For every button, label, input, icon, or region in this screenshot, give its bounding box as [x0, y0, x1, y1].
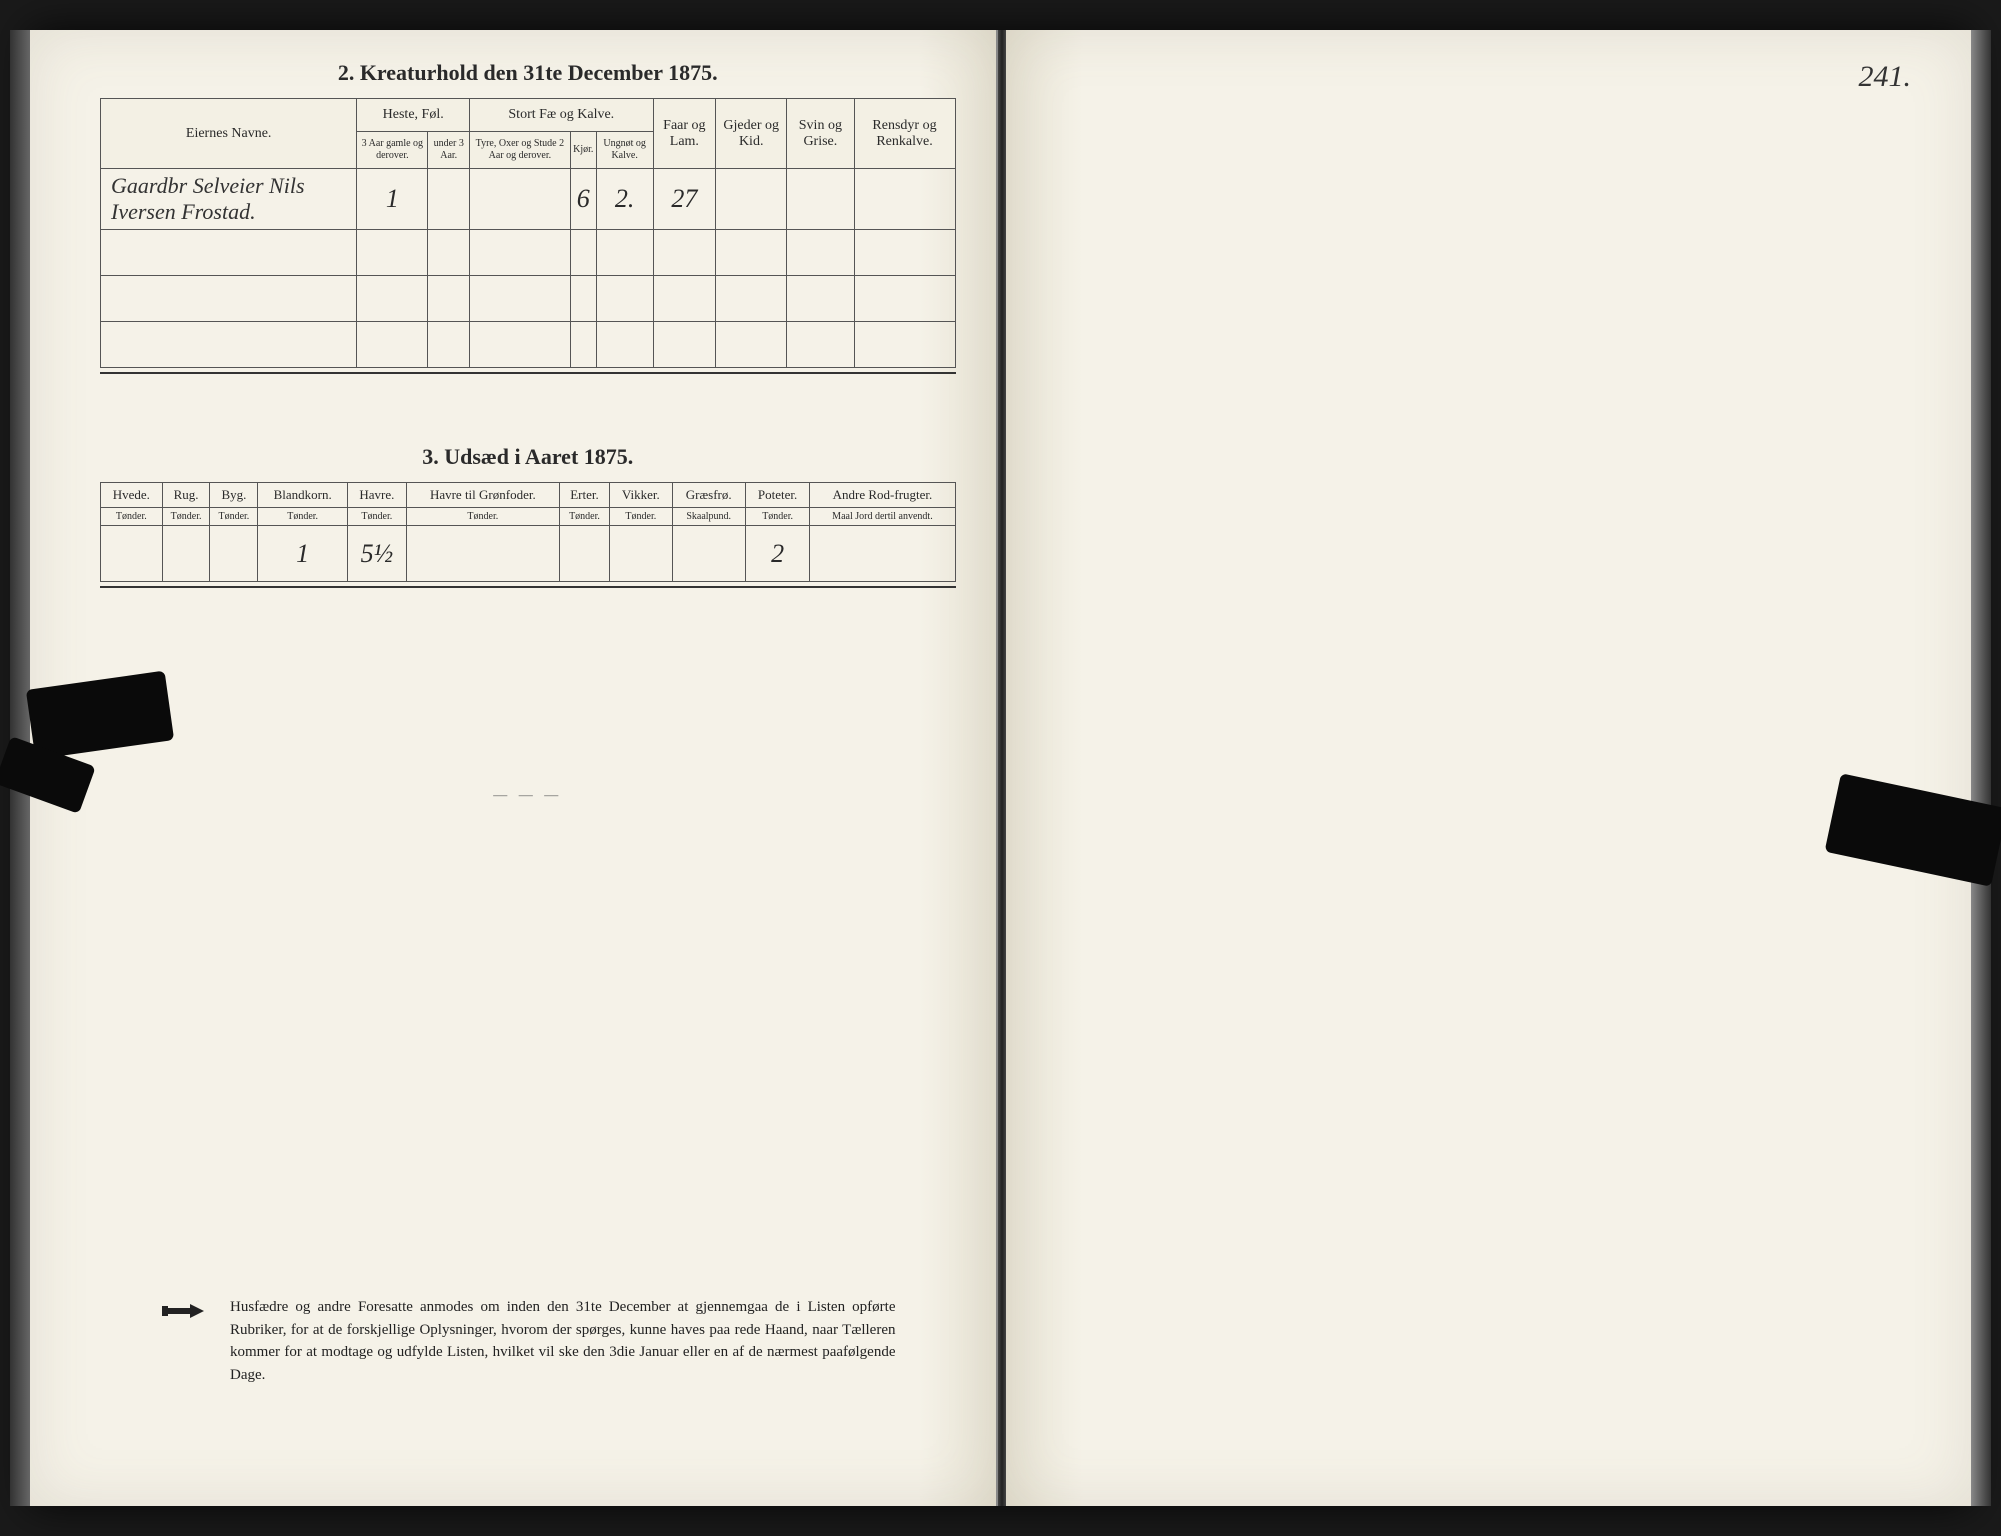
- unit: Tønder.: [101, 508, 163, 526]
- cell: 5½: [347, 526, 406, 582]
- page-edge: [1971, 30, 1991, 1506]
- sub-stort2: Kjør.: [570, 132, 596, 169]
- left-page-content: 2. Kreaturhold den 31te December 1875. E…: [30, 30, 996, 844]
- col-heste: Heste, Føl.: [357, 99, 470, 132]
- owner-name: Gaardbr Selveier Nils Iversen Frostad.: [101, 169, 357, 230]
- unit: Tønder.: [210, 508, 258, 526]
- col-rensdyr: Rensdyr og Renkalve.: [854, 99, 955, 169]
- col-rug: Rug.: [162, 483, 210, 508]
- cell: 2: [745, 526, 810, 582]
- section2: 3. Udsæd i Aaret 1875. Hvede. Rug. Byg. …: [100, 444, 956, 588]
- dash-separator: — — —: [100, 788, 956, 804]
- cell: [787, 169, 854, 230]
- cell: [810, 526, 955, 582]
- cell: [101, 526, 163, 582]
- col-stort: Stort Fæ og Kalve.: [470, 99, 654, 132]
- col-gjeder: Gjeder og Kid.: [716, 99, 787, 169]
- col-erter: Erter.: [559, 483, 609, 508]
- table-row: Gaardbr Selveier Nils Iversen Frostad. 1…: [101, 169, 956, 230]
- col-havre: Havre.: [347, 483, 406, 508]
- cell: [162, 526, 210, 582]
- cell: 2.: [596, 169, 653, 230]
- cell: [470, 169, 571, 230]
- right-page: 241.: [1006, 30, 1972, 1506]
- col-andre: Andre Rod-frugter.: [810, 483, 955, 508]
- table-row: 1 5½ 2: [101, 526, 956, 582]
- unit: Tønder.: [745, 508, 810, 526]
- section2-title: 3. Udsæd i Aaret 1875.: [100, 444, 956, 470]
- rule: [100, 372, 956, 374]
- livestock-table: Eiernes Navne. Heste, Føl. Stort Fæ og K…: [100, 98, 956, 368]
- cell: [716, 169, 787, 230]
- rule: [100, 586, 956, 588]
- sub-heste1: 3 Aar gamle og derover.: [357, 132, 428, 169]
- col-graesfro: Græsfrø.: [672, 483, 745, 508]
- cell: [406, 526, 559, 582]
- left-page: 2. Kreaturhold den 31te December 1875. E…: [30, 30, 998, 1506]
- col-faar: Faar og Lam.: [653, 99, 716, 169]
- cell: [210, 526, 258, 582]
- col-havre-gron: Havre til Grønfoder.: [406, 483, 559, 508]
- sub-heste2: under 3 Aar.: [428, 132, 470, 169]
- cell: 1: [357, 169, 428, 230]
- col-name: Eiernes Navne.: [101, 99, 357, 169]
- section1-title: 2. Kreaturhold den 31te December 1875.: [100, 60, 956, 86]
- unit: Tønder.: [162, 508, 210, 526]
- unit: Maal Jord dertil anvendt.: [810, 508, 955, 526]
- col-byg: Byg.: [210, 483, 258, 508]
- cell: 1: [258, 526, 348, 582]
- col-blandkorn: Blandkorn.: [258, 483, 348, 508]
- sub-stort3: Ungnøt og Kalve.: [596, 132, 653, 169]
- col-poteter: Poteter.: [745, 483, 810, 508]
- cell: [428, 169, 470, 230]
- unit: Skaalpund.: [672, 508, 745, 526]
- unit: Tønder.: [610, 508, 673, 526]
- col-svin: Svin og Grise.: [787, 99, 854, 169]
- table-row: [101, 230, 956, 276]
- seed-table: Hvede. Rug. Byg. Blandkorn. Havre. Havre…: [100, 482, 956, 582]
- footnote-text: Husfædre og andre Foresatte anmodes om i…: [230, 1296, 896, 1386]
- unit: Tønder.: [406, 508, 559, 526]
- sub-stort1: Tyre, Oxer og Stude 2 Aar og derover.: [470, 132, 571, 169]
- table-row: [101, 276, 956, 322]
- cell: [610, 526, 673, 582]
- col-vikker: Vikker.: [610, 483, 673, 508]
- unit: Tønder.: [347, 508, 406, 526]
- cell: [559, 526, 609, 582]
- cell: 6: [570, 169, 596, 230]
- footnote: Husfædre og andre Foresatte anmodes om i…: [160, 1296, 896, 1386]
- unit: Tønder.: [258, 508, 348, 526]
- unit: Tønder.: [559, 508, 609, 526]
- page-number: 241.: [1859, 60, 1912, 94]
- cell: [672, 526, 745, 582]
- book-spread: 2. Kreaturhold den 31te December 1875. E…: [30, 30, 1971, 1506]
- cell: 27: [653, 169, 716, 230]
- cell: [854, 169, 955, 230]
- book-spine: [998, 30, 1006, 1506]
- col-hvede: Hvede.: [101, 483, 163, 508]
- pointing-hand-icon: [160, 1296, 210, 1326]
- table-row: [101, 322, 956, 368]
